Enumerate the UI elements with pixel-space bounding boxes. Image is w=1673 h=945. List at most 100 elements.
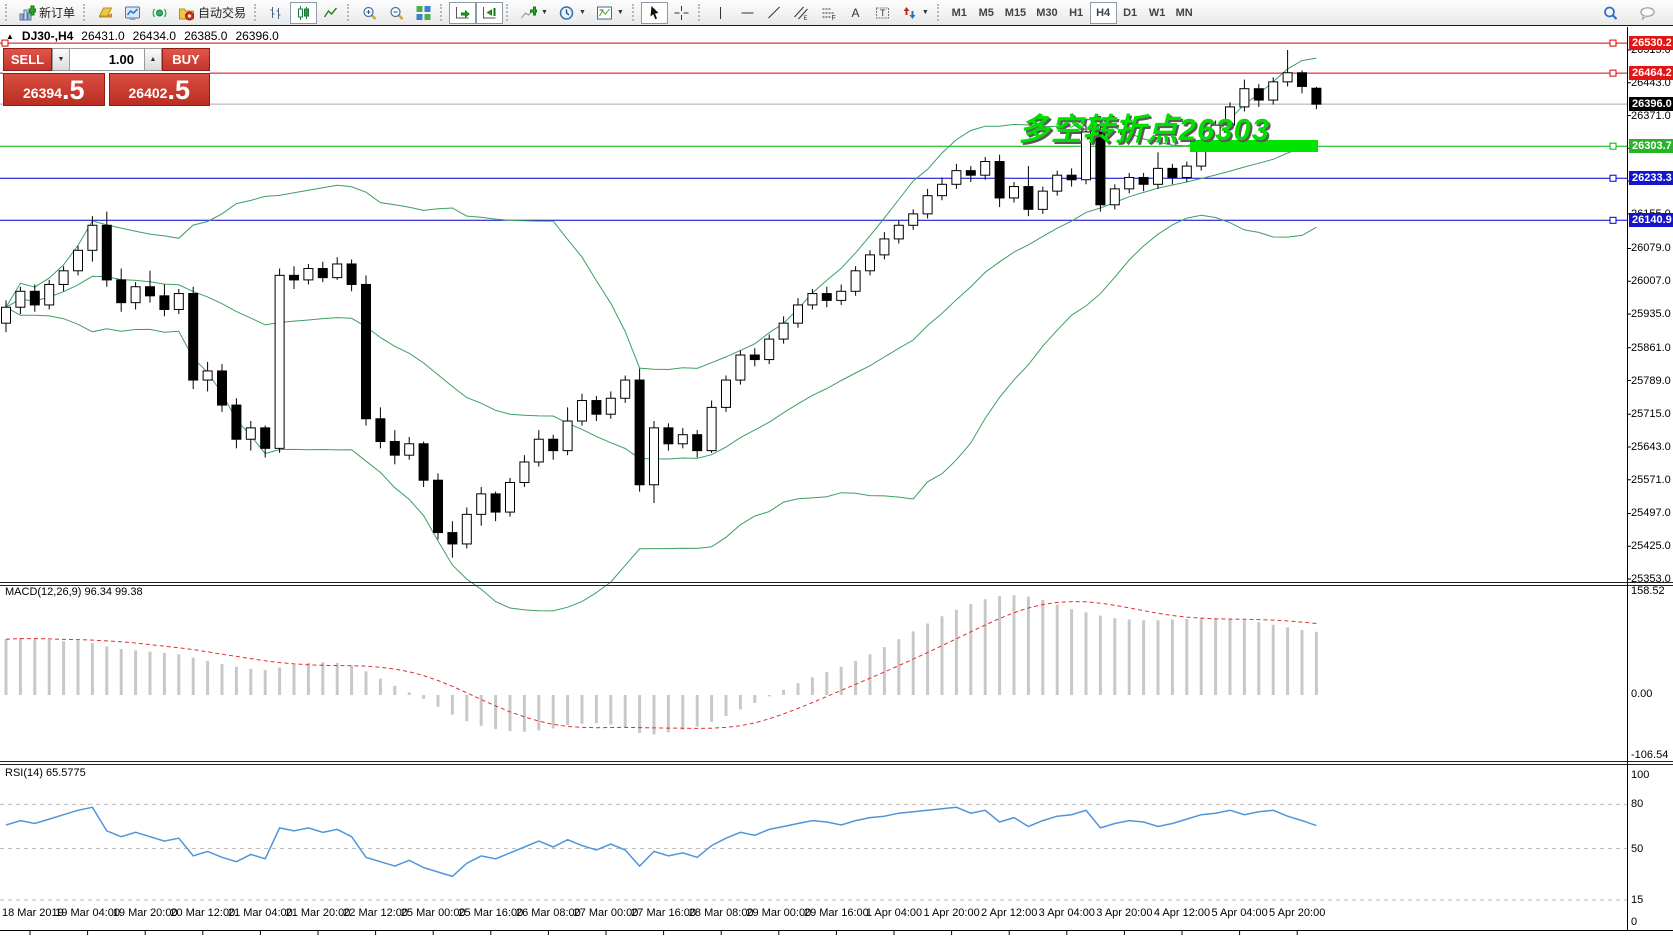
collapse-triangle-icon[interactable]: ▲ — [6, 31, 14, 41]
profiles-button[interactable] — [92, 2, 119, 24]
ohlc-low: 26385.0 — [184, 29, 228, 43]
buy-button[interactable]: BUY — [162, 48, 210, 71]
svg-text:T: T — [880, 8, 886, 18]
channel-button[interactable]: E — [788, 2, 815, 24]
chart-shift-button[interactable] — [476, 1, 504, 24]
timeframe-h1-button[interactable]: H1 — [1063, 2, 1090, 24]
bar-chart-button[interactable] — [263, 2, 290, 24]
time-axis-label: 20 Mar 12:00 — [170, 907, 236, 919]
templates-icon — [596, 6, 612, 19]
timeframe-mn-button[interactable]: MN — [1171, 2, 1198, 24]
search-button[interactable] — [1597, 2, 1624, 24]
buy-price-display[interactable]: 26402 .5 — [108, 73, 210, 106]
timeframe-w1-button[interactable]: W1 — [1144, 2, 1171, 24]
indicators-button[interactable]: ▼ — [515, 2, 553, 24]
time-axis-label: 27 Mar 16:00 — [631, 907, 697, 919]
main-toolbar: 新订单 自动交易 ▼ ▼ ▼ E F A T ▼ M1 M5 M15 M30 H1 H4 D… — [0, 0, 1673, 26]
time-axis-label: 21 Mar 20:00 — [285, 907, 351, 919]
charts-window-icon — [125, 6, 141, 20]
ohlc-high: 26434.0 — [132, 29, 177, 43]
fibonacci-button[interactable]: F — [815, 2, 842, 24]
rsi-axis-label: 100 — [1631, 769, 1650, 781]
price-tick-label: 25715.0 — [1631, 408, 1671, 421]
price-tick-label: 25789.0 — [1631, 374, 1671, 387]
zoom-in-button[interactable] — [356, 2, 383, 24]
chat-button[interactable] — [1634, 2, 1661, 24]
cursor-icon — [650, 5, 659, 19]
toolbar-grip — [254, 4, 259, 21]
rsi-axis-label: 15 — [1631, 893, 1644, 906]
timeframe-m5-button[interactable]: M5 — [973, 2, 1000, 24]
new-order-label: 新订单 — [39, 6, 76, 20]
svg-text:E: E — [803, 16, 807, 21]
timeframe-d1-button[interactable]: D1 — [1117, 2, 1144, 24]
text-label-button[interactable]: T — [869, 2, 896, 24]
new-order-button[interactable]: 新订单 — [14, 2, 80, 24]
volume-up-button[interactable]: ▲ — [144, 48, 162, 71]
time-axis-label: 26 Mar 08:00 — [515, 907, 581, 919]
periods-button[interactable]: ▼ — [553, 2, 591, 24]
dropdown-caret-icon: ▼ — [578, 9, 586, 16]
timeframe-m15-button[interactable]: M15 — [1000, 2, 1031, 24]
auto-trading-button[interactable]: 自动交易 — [173, 2, 251, 24]
time-axis-label: 25 Mar 16:00 — [458, 907, 524, 919]
trendline-button[interactable] — [761, 2, 788, 24]
signals-button[interactable] — [146, 2, 173, 24]
time-axis-label: 27 Mar 00:00 — [573, 907, 639, 919]
charts-window-button[interactable] — [119, 2, 146, 24]
timeframe-h4-button[interactable]: H4 — [1089, 1, 1117, 24]
price-line-badge[interactable]: 26303.7 — [1629, 139, 1673, 154]
time-axis-label: 4 Apr 12:00 — [1153, 907, 1211, 919]
buy-price-pip: .5 — [167, 75, 190, 105]
price-line-badge[interactable]: 26464.2 — [1629, 66, 1673, 81]
auto-scroll-button[interactable] — [449, 1, 477, 24]
price-line-badge[interactable]: 26233.3 — [1629, 171, 1673, 186]
toolbar-grip — [83, 4, 88, 21]
macd-axis-zero: 0.00 — [1631, 688, 1653, 700]
volume-down-button[interactable]: ▼ — [52, 48, 70, 71]
search-icon — [1604, 6, 1618, 20]
crosshair-icon — [674, 5, 689, 20]
candlestick-chart-button[interactable] — [290, 1, 318, 24]
line-chart-button[interactable] — [317, 2, 344, 24]
signals-icon — [152, 8, 167, 17]
price-tick-label: 25571.0 — [1631, 473, 1671, 486]
crosshair-button[interactable] — [668, 2, 695, 24]
toolbar-grip — [697, 4, 703, 21]
dropdown-caret-icon: ▼ — [921, 9, 929, 16]
timeframe-m1-button[interactable]: M1 — [946, 2, 973, 24]
auto-scroll-icon — [456, 6, 470, 18]
text-label-icon: T — [875, 7, 889, 18]
dropdown-caret-icon: ▼ — [616, 9, 624, 16]
arrows-button[interactable]: ▼ — [896, 2, 934, 24]
sell-button[interactable]: SELL — [3, 48, 52, 71]
volume-input[interactable] — [70, 48, 144, 71]
tile-windows-icon — [416, 5, 431, 20]
text-button[interactable]: A — [842, 2, 869, 24]
templates-button[interactable]: ▼ — [591, 2, 629, 24]
cursor-button[interactable] — [640, 1, 668, 24]
vertical-line-button[interactable] — [707, 2, 734, 24]
price-line-badge[interactable]: 26140.9 — [1629, 213, 1673, 228]
price-tick-label: 26371.0 — [1631, 109, 1671, 122]
tile-windows-button[interactable] — [410, 2, 437, 24]
periods-clock-icon — [559, 5, 574, 20]
price-line-badge[interactable]: 26530.2 — [1629, 36, 1673, 51]
buy-price-main: 26402 — [128, 85, 168, 101]
bar-chart-icon — [270, 6, 281, 19]
profiles-icon — [98, 7, 113, 17]
time-axis-label: 1 Apr 04:00 — [865, 907, 923, 919]
time-axis-label: 3 Apr 04:00 — [1038, 907, 1095, 919]
toolbar-grip — [936, 4, 942, 21]
sell-price-display[interactable]: 26394 .5 — [3, 73, 105, 106]
price-line-badge[interactable]: 26396.0 — [1629, 97, 1673, 112]
equidistant-channel-icon: E — [793, 6, 808, 21]
ohlc-close: 26396.0 — [235, 29, 279, 43]
symbol-period-label: DJ30-,H4 — [21, 29, 74, 43]
price-tick-label: 25353.0 — [1631, 573, 1671, 585]
price-tick-label: 25425.0 — [1631, 540, 1671, 553]
timeframe-m30-button[interactable]: M30 — [1031, 2, 1062, 24]
horizontal-line-button[interactable] — [734, 2, 761, 24]
chart-canvas[interactable] — [0, 27, 1673, 945]
zoom-out-button[interactable] — [383, 2, 410, 24]
